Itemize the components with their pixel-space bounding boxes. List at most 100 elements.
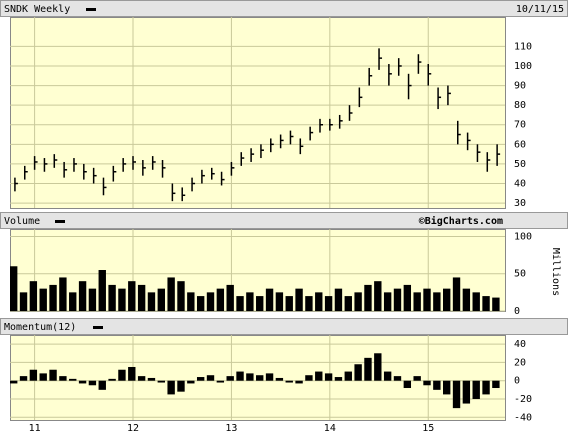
bar xyxy=(472,292,480,311)
bar xyxy=(285,296,293,311)
bar xyxy=(324,296,333,311)
bar xyxy=(393,288,402,311)
bar xyxy=(187,380,195,384)
bar xyxy=(324,373,333,381)
bar xyxy=(443,288,451,311)
bar xyxy=(334,377,343,381)
bar xyxy=(69,292,77,311)
bar xyxy=(443,380,451,395)
bar xyxy=(69,378,77,381)
bar xyxy=(108,284,116,311)
bar xyxy=(295,380,303,384)
bar xyxy=(295,288,303,311)
bar xyxy=(167,380,175,395)
bar xyxy=(137,284,146,311)
bar xyxy=(265,288,274,311)
y-tick-label: 110 xyxy=(514,41,532,52)
legend-icon xyxy=(93,326,103,329)
plot-area xyxy=(10,335,506,421)
panel-title: SNDK Weekly xyxy=(4,4,70,15)
bar xyxy=(246,292,254,311)
bar xyxy=(354,364,362,381)
bar xyxy=(364,284,372,311)
bar xyxy=(39,373,47,381)
bar xyxy=(78,281,87,311)
y-tick-label: 0 xyxy=(514,376,520,387)
bar xyxy=(413,292,421,311)
bar xyxy=(29,281,38,311)
bar xyxy=(472,380,480,399)
y-tick-label: 100 xyxy=(514,61,532,72)
bar xyxy=(10,380,18,384)
bar xyxy=(256,375,264,381)
bar xyxy=(128,281,136,311)
bar xyxy=(374,281,382,311)
bar xyxy=(354,292,362,311)
y-tick-label: 90 xyxy=(514,81,526,92)
bar xyxy=(334,288,343,311)
bar xyxy=(59,376,67,381)
date: 10/11/15 xyxy=(516,4,564,15)
bar xyxy=(78,380,87,384)
y-tick-label: 60 xyxy=(514,139,526,150)
bar xyxy=(196,377,205,381)
bar xyxy=(88,288,97,311)
y-tick-label: -20 xyxy=(514,394,532,405)
bar xyxy=(98,380,106,390)
bar xyxy=(147,292,156,311)
bar xyxy=(19,376,28,381)
bar xyxy=(393,376,402,381)
source: ©BigCharts.com xyxy=(419,215,503,227)
bar xyxy=(118,288,126,311)
bar xyxy=(167,277,175,311)
bar xyxy=(413,376,421,381)
bar xyxy=(462,288,471,311)
bar xyxy=(226,284,234,311)
y-tick-label: 70 xyxy=(514,120,526,131)
x-tick-label: 12 xyxy=(127,423,139,434)
bar xyxy=(246,373,254,381)
header-bar xyxy=(0,318,568,335)
bar xyxy=(226,376,234,381)
bar xyxy=(118,369,126,381)
y-tick-label: 30 xyxy=(514,198,526,209)
bar xyxy=(275,377,284,381)
bar xyxy=(383,292,392,311)
bar xyxy=(403,284,412,311)
bar xyxy=(462,380,471,404)
panel-title: Momentum(12) xyxy=(4,322,76,333)
bar xyxy=(49,284,57,311)
bar xyxy=(177,281,185,311)
y-tick-label: 40 xyxy=(514,179,526,190)
legend-icon xyxy=(55,220,65,223)
y-tick-label: 80 xyxy=(514,100,526,111)
bar xyxy=(433,380,441,390)
bar xyxy=(452,277,461,311)
y-tick-label: -40 xyxy=(514,412,532,423)
bar xyxy=(275,292,284,311)
bar xyxy=(364,357,372,381)
bar xyxy=(285,380,293,383)
bar xyxy=(177,380,185,392)
bar xyxy=(492,297,500,311)
bar xyxy=(236,296,244,311)
bar xyxy=(423,288,431,311)
bar xyxy=(59,277,67,311)
bar xyxy=(482,380,490,395)
legend-icon xyxy=(86,8,96,11)
bar xyxy=(157,288,165,311)
y-tick-label: 20 xyxy=(514,357,526,368)
x-tick-label: 13 xyxy=(225,423,237,434)
bar xyxy=(452,380,461,409)
bar xyxy=(196,296,205,311)
y-tick-label: 50 xyxy=(514,159,526,170)
bar xyxy=(206,375,215,381)
bar xyxy=(108,378,116,381)
bar xyxy=(187,292,195,311)
y-tick-label: 100 xyxy=(514,231,532,242)
bar xyxy=(403,380,412,389)
bar xyxy=(433,292,441,311)
bar xyxy=(315,292,323,311)
